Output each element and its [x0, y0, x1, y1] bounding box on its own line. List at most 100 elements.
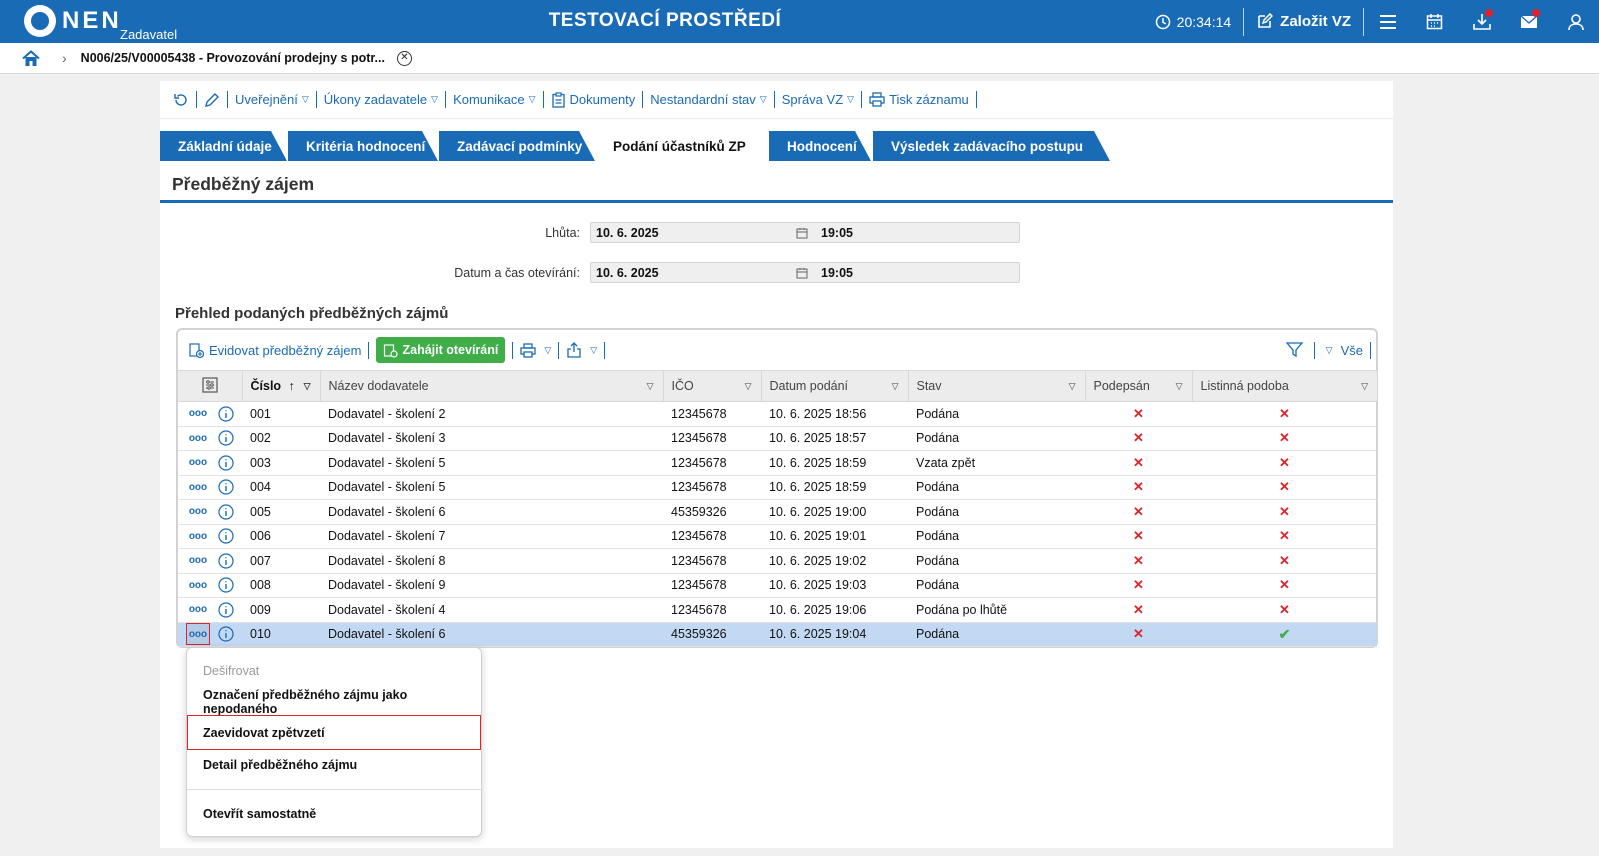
- mail-icon: [1520, 14, 1537, 28]
- column-signed[interactable]: Podepsán ▽: [1085, 370, 1193, 402]
- menu-item-mark-not-submitted[interactable]: Označení předběžného zájmu jako nepodané…: [187, 686, 481, 717]
- info-icon[interactable]: [218, 577, 234, 593]
- cross-icon: ✕: [1133, 552, 1144, 568]
- table-row[interactable]: ooo 010 Dodavatel - školení 6 45359326 10. 6…: [178, 622, 1377, 647]
- row-menu-icon[interactable]: ooo: [188, 506, 208, 518]
- row-actions-cell: ooo: [178, 450, 242, 476]
- info-icon[interactable]: [218, 504, 234, 520]
- vz-management-menu[interactable]: Správa VZ ▽: [777, 92, 859, 107]
- filter-caret-icon[interactable]: ▽: [744, 381, 752, 391]
- start-opening-button[interactable]: Zahájit otevírání: [376, 337, 506, 363]
- deadline-date: 10. 6. 2025: [596, 225, 659, 240]
- row-menu-icon[interactable]: ooo: [188, 432, 208, 444]
- column-number[interactable]: Číslo ↑ ▽: [242, 370, 321, 402]
- cell-ico: 12345678: [663, 548, 761, 574]
- column-ico[interactable]: IČO ▽: [663, 370, 762, 402]
- tab-basic-info[interactable]: Základní údaje: [160, 131, 287, 161]
- user-button[interactable]: [1552, 0, 1599, 43]
- filter-all-button[interactable]: ▽ Vše: [1318, 343, 1367, 358]
- tab-procedure-result[interactable]: Výsledek zadávacího postupu: [873, 131, 1110, 161]
- column-state[interactable]: Stav ▽: [908, 370, 1086, 402]
- table-row[interactable]: ooo 004 Dodavatel - školení 5 12345678 10. 6…: [178, 475, 1377, 500]
- table-row[interactable]: ooo 006 Dodavatel - školení 7 12345678 10. 6…: [178, 524, 1377, 549]
- row-actions-cell: ooo: [178, 573, 242, 598]
- column-paper-form[interactable]: Listinná podoba ▽: [1192, 370, 1377, 402]
- column-settings-header[interactable]: [178, 370, 243, 402]
- menu-item-open-separately[interactable]: Otevřít samostatně: [187, 798, 481, 829]
- row-menu-icon[interactable]: ooo: [188, 555, 208, 567]
- close-icon[interactable]: ✕: [396, 50, 412, 66]
- home-button[interactable]: [22, 49, 40, 67]
- info-icon[interactable]: [218, 455, 234, 471]
- register-interest-button[interactable]: Evidovat předběžný zájem: [184, 342, 365, 359]
- row-menu-icon[interactable]: ooo: [186, 623, 210, 646]
- filter-caret-icon[interactable]: ▽: [891, 381, 899, 391]
- table-row[interactable]: ooo 005 Dodavatel - školení 6 45359326 10. 6…: [178, 499, 1377, 525]
- nen-logo[interactable]: NEN Zadavatel: [24, 5, 177, 42]
- filter-caret-icon[interactable]: ▽: [1361, 381, 1368, 391]
- info-icon[interactable]: [218, 430, 234, 446]
- menu-button[interactable]: [1364, 0, 1411, 43]
- cell-signed: ✕: [1085, 499, 1192, 525]
- cell-paper-form: ✕: [1192, 426, 1377, 451]
- cell-submission-date: 10. 6. 2025 18:59: [761, 475, 908, 500]
- row-menu-icon[interactable]: ooo: [188, 408, 208, 420]
- table-row[interactable]: ooo 001 Dodavatel - školení 2 12345678 10. 6…: [178, 401, 1377, 427]
- table-row[interactable]: ooo 002 Dodavatel - školení 3 12345678 10. 6…: [178, 426, 1377, 451]
- grid-print-button[interactable]: ▽: [516, 342, 555, 358]
- tab-evaluation[interactable]: Hodnocení: [769, 131, 871, 161]
- menu-item-register-withdrawal[interactable]: Zaevidovat zpětvzetí: [187, 715, 481, 750]
- table-row[interactable]: ooo 003 Dodavatel - školení 5 12345678 10. 6…: [178, 450, 1377, 476]
- caret-down-icon: ▽: [847, 94, 855, 104]
- calendar-icon: [796, 267, 818, 279]
- row-actions-cell: ooo: [178, 597, 242, 623]
- documents-button[interactable]: Dokumenty: [546, 91, 641, 108]
- tab-participant-submissions[interactable]: Podání účastníků ZP: [597, 131, 767, 161]
- breadcrumb-current[interactable]: N006/25/V00005438 - Provozování prodejny…: [80, 51, 385, 65]
- column-supplier-name[interactable]: Název dodavatele ▽: [320, 370, 664, 402]
- downloads-button[interactable]: [1458, 0, 1505, 43]
- contracting-actions-menu[interactable]: Úkony zadavatele ▽: [319, 92, 443, 107]
- export-icon: [567, 342, 581, 358]
- menu-item-interest-detail[interactable]: Detail předběžného zájmu: [187, 749, 481, 780]
- filter-caret-icon[interactable]: ▽: [303, 381, 311, 391]
- info-icon[interactable]: [218, 479, 234, 495]
- messages-button[interactable]: [1505, 0, 1552, 43]
- filter-caret-icon[interactable]: ▽: [1175, 381, 1183, 391]
- cell-state: Podána: [908, 426, 1085, 451]
- opening-field: 10. 6. 2025 19:05: [590, 262, 1020, 283]
- tab-tender-conditions[interactable]: Zadávací podmínky: [439, 131, 595, 161]
- cell-supplier-name: Dodavatel - školení 6: [320, 622, 663, 647]
- communication-menu[interactable]: Komunikace ▽: [448, 92, 540, 107]
- info-icon[interactable]: [218, 406, 234, 422]
- column-submission-date[interactable]: Datum podání ▽: [761, 370, 909, 402]
- info-icon[interactable]: [218, 553, 234, 569]
- row-menu-icon[interactable]: ooo: [188, 457, 208, 469]
- table-row[interactable]: ooo 009 Dodavatel - školení 4 12345678 10. 6…: [178, 597, 1377, 623]
- table-row[interactable]: ooo 008 Dodavatel - školení 9 12345678 10. 6…: [178, 573, 1377, 598]
- cell-number: 003: [242, 450, 320, 476]
- row-menu-icon[interactable]: ooo: [188, 579, 208, 591]
- divider: [1243, 7, 1245, 36]
- info-icon[interactable]: [218, 602, 234, 618]
- create-vz-button[interactable]: Založit VZ: [1244, 13, 1363, 30]
- filter-caret-icon[interactable]: ▽: [646, 381, 654, 391]
- info-icon[interactable]: [218, 626, 234, 642]
- tab-evaluation-criteria[interactable]: Kritéria hodnocení: [288, 131, 438, 161]
- contracting-actions-label: Úkony zadavatele: [323, 92, 428, 107]
- info-icon[interactable]: [218, 528, 234, 544]
- row-menu-icon[interactable]: ooo: [188, 604, 208, 616]
- filter-button[interactable]: [1282, 342, 1311, 358]
- table-row[interactable]: ooo 007 Dodavatel - školení 8 12345678 10. 6…: [178, 548, 1377, 574]
- grid-export-button[interactable]: ▽: [562, 342, 601, 358]
- calendar-button[interactable]: [1411, 0, 1458, 43]
- row-menu-icon[interactable]: ooo: [188, 481, 208, 493]
- menu-icon: [1379, 14, 1396, 29]
- refresh-button[interactable]: [168, 92, 194, 108]
- publication-menu[interactable]: Uveřejnění ▽: [230, 92, 314, 107]
- nonstandard-state-menu[interactable]: Nestandardní stav ▽: [645, 92, 771, 107]
- row-menu-icon[interactable]: ooo: [188, 530, 208, 542]
- edit-button[interactable]: [199, 92, 225, 108]
- print-record-button[interactable]: Tisk záznamu: [864, 92, 974, 107]
- filter-caret-icon[interactable]: ▽: [1068, 381, 1076, 391]
